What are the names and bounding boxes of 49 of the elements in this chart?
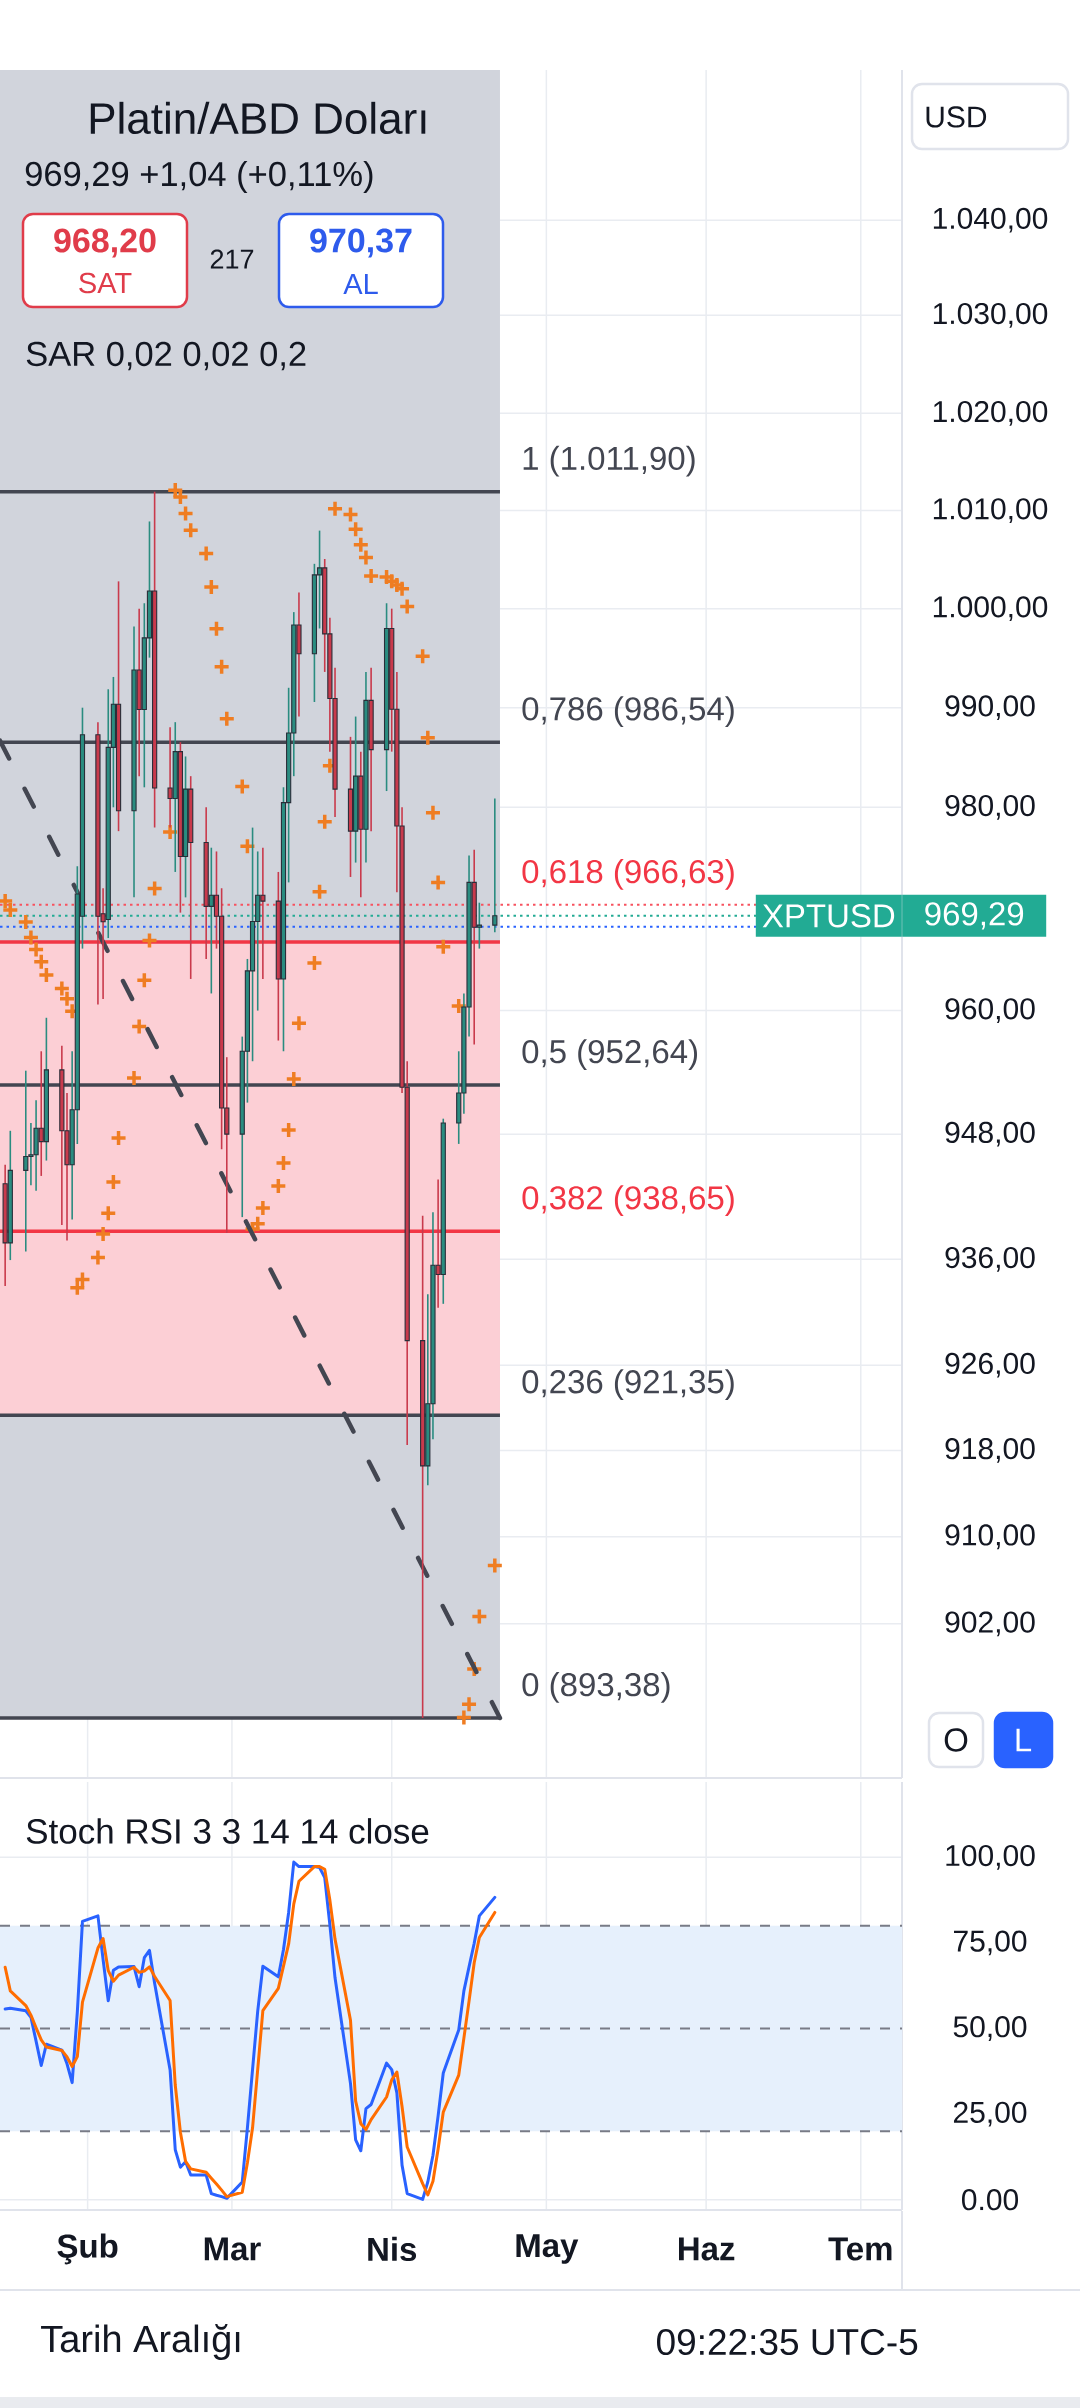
y-tick-label: 100,00 xyxy=(946,1844,1035,1870)
ref-line-label: XPTUSD xyxy=(762,904,895,928)
y-tick-label: 25,00 xyxy=(953,2101,1027,2127)
annotation: 968,20 xyxy=(54,228,156,258)
text: USD xyxy=(926,106,987,128)
y-tick-label: 960,00 xyxy=(945,998,1035,1023)
x-tick-label: Haz xyxy=(679,2237,735,2261)
text: O xyxy=(944,1728,968,1752)
text: 09:22:35 UTC-5 xyxy=(657,2328,918,2356)
y-tick-label: 910,00 xyxy=(945,1524,1035,1550)
text: Stoch RSI 3 3 14 14 close xyxy=(26,1818,429,1844)
text: 969,29 xyxy=(925,902,1024,930)
x-tick-label: Mar xyxy=(204,2237,261,2261)
y-tick-label: 926,00 xyxy=(945,1352,1035,1378)
ref-line-label: 0,382 (938,65) xyxy=(522,1185,734,1217)
y-tick-label: 1.030,00 xyxy=(933,302,1048,328)
text: L xyxy=(1016,1728,1032,1752)
annotation: 217 xyxy=(210,249,254,269)
candlestick xyxy=(492,797,498,934)
ref-line-label: 0,786 (986,54) xyxy=(522,696,734,728)
ref-line-label: 0,236 (921,35) xyxy=(522,1369,734,1400)
x-tick-label: Nis xyxy=(368,2236,417,2262)
text: Platin/ABD Doları xyxy=(90,101,426,135)
y-tick-label: 1.010,00 xyxy=(933,498,1048,524)
ref-line-label: 0,618 (966,63) xyxy=(522,859,734,890)
y-tick-label: 980,00 xyxy=(945,794,1035,820)
text: 969,29 +1,04 (+0,11%) xyxy=(25,160,373,194)
y-tick-label: 990,00 xyxy=(945,695,1035,721)
text: Tarih Aralığı xyxy=(41,2324,240,2360)
y-tick-label: 902,00 xyxy=(945,1611,1035,1637)
x-tick-label: Şub xyxy=(57,2233,118,2265)
x-tick-label: May xyxy=(516,2234,579,2264)
y-tick-label: 75,00 xyxy=(954,1930,1027,1956)
y-tick-label: 50,00 xyxy=(953,2016,1027,2041)
y-tick-label: 948,00 xyxy=(945,1121,1035,1147)
y-tick-label: 0.00 xyxy=(961,2189,1019,2211)
annotation: SAR 0,02 0,02 0,2 xyxy=(26,341,306,371)
ref-line-label: 0 (893,38) xyxy=(522,1672,670,1703)
ref-line-label: 1 (1.011,90) xyxy=(523,445,695,477)
y-tick-label: 936,00 xyxy=(945,1246,1035,1272)
annotation: SAT xyxy=(79,272,132,294)
y-tick-label: 1.020,00 xyxy=(933,400,1048,426)
annotation: 970,37 xyxy=(310,228,412,258)
y-tick-label: 1.040,00 xyxy=(933,207,1048,233)
ref-line-label: 0,5 (952,64) xyxy=(522,1039,698,1070)
x-tick-label: Tem xyxy=(828,2237,892,2261)
y-tick-label: 918,00 xyxy=(945,1438,1035,1463)
annotation: AL xyxy=(343,274,378,294)
y-tick-label: 1.000,00 xyxy=(933,596,1048,622)
